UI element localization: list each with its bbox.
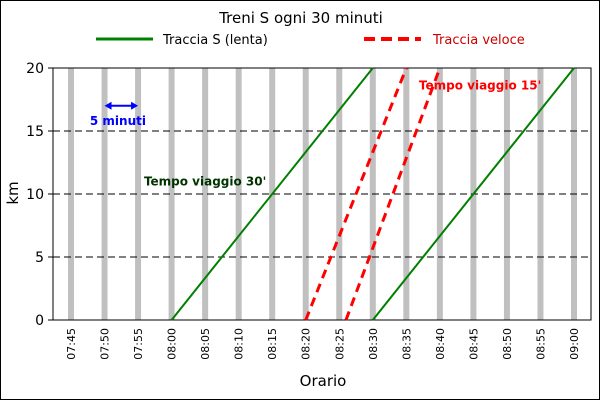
y-tick-label: 20: [26, 61, 44, 77]
annotations: Tempo viaggio 30' Tempo viaggio 15' 5 minu…: [90, 79, 541, 189]
annotation-tempo-30: Tempo viaggio 30': [144, 174, 266, 188]
x-tick-label: 08:15: [266, 328, 279, 360]
arrow-head-left: [104, 101, 112, 110]
legend-label-fast: Traccia veloce: [432, 33, 525, 48]
grid-bar: [168, 68, 175, 320]
x-tick-label: 08:50: [501, 328, 514, 360]
x-tick-label: 08:10: [233, 328, 246, 360]
series-line-fast: [344, 67, 442, 321]
y-axis-label: km: [4, 181, 22, 204]
plot-border: [52, 67, 592, 321]
x-tick-label: 07:50: [99, 328, 112, 360]
x-tick-label: 08:55: [534, 328, 547, 360]
y-tick-label: 15: [26, 124, 44, 140]
y-tick-label: 0: [35, 313, 44, 329]
x-tick-label: 08:40: [434, 328, 447, 360]
series-line-fast: [304, 67, 408, 321]
x-tick-label: 07:55: [132, 328, 145, 360]
grid-bar: [302, 68, 309, 320]
y-tick-label: 10: [26, 187, 44, 203]
x-axis-label: Orario: [300, 372, 347, 390]
grid-bar: [101, 68, 108, 320]
x-tick-label: 08:30: [367, 328, 380, 360]
x-tick-label: 08:35: [400, 328, 413, 360]
grid-bar: [135, 68, 142, 320]
legend: Traccia S (lenta) Traccia veloce: [96, 33, 525, 48]
y-tick-label: 5: [35, 250, 44, 266]
x-tick-label: 09:00: [568, 328, 581, 360]
series-line-slow: [372, 67, 575, 321]
axes: 07:45 07:50 07:55 08:00 08:05 08:10 08:15 08:20…: [26, 61, 592, 360]
x-tick-label: 08:45: [467, 328, 480, 360]
x-tick-label: 07:45: [65, 328, 78, 360]
x-tick-label: 08:20: [300, 328, 313, 360]
x-tick-label: 08:05: [199, 328, 212, 360]
annotation-tempo-15: Tempo viaggio 15': [419, 79, 541, 93]
grid-bar: [202, 68, 209, 320]
series: [170, 67, 575, 321]
arrow-head-right: [131, 101, 139, 110]
annotation-5-minuti: 5 minuti: [90, 114, 146, 128]
chart-title: Treni S ogni 30 minuti: [218, 9, 383, 27]
x-tick-label: 08:25: [333, 328, 346, 360]
series-line-slow: [170, 67, 374, 321]
legend-label-slow: Traccia S (lenta): [162, 33, 268, 48]
grid-bar: [235, 68, 242, 320]
x-tick-label: 08:00: [166, 328, 179, 360]
